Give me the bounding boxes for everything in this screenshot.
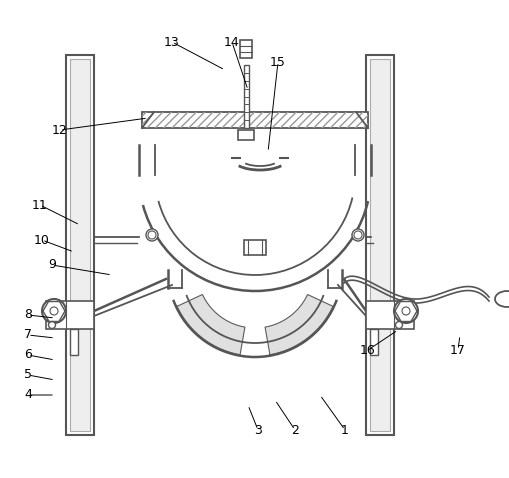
Bar xyxy=(369,59,389,431)
Circle shape xyxy=(48,322,55,328)
Circle shape xyxy=(146,229,158,241)
Text: 13: 13 xyxy=(164,35,180,48)
Text: 9: 9 xyxy=(48,259,56,272)
Text: 5: 5 xyxy=(24,369,32,381)
Text: 10: 10 xyxy=(34,233,50,247)
Polygon shape xyxy=(177,294,244,355)
Text: 1: 1 xyxy=(341,424,348,436)
Text: 14: 14 xyxy=(223,35,239,48)
Bar xyxy=(238,130,253,140)
Text: 3: 3 xyxy=(253,424,262,436)
Text: 17: 17 xyxy=(449,344,465,357)
Bar xyxy=(46,301,94,329)
Text: 4: 4 xyxy=(24,389,32,402)
Text: 8: 8 xyxy=(24,308,32,322)
Circle shape xyxy=(393,299,417,323)
Bar xyxy=(243,240,266,255)
Circle shape xyxy=(401,307,409,315)
Bar xyxy=(240,40,251,58)
Bar xyxy=(365,301,413,329)
Text: 6: 6 xyxy=(24,348,32,361)
Bar xyxy=(365,55,393,435)
Text: 16: 16 xyxy=(359,344,375,357)
Text: 12: 12 xyxy=(52,123,68,137)
Text: 15: 15 xyxy=(270,55,286,68)
Polygon shape xyxy=(265,294,332,355)
Circle shape xyxy=(50,307,58,315)
Text: 2: 2 xyxy=(291,424,298,436)
Text: 11: 11 xyxy=(32,198,48,211)
Bar xyxy=(70,59,90,431)
Bar xyxy=(369,329,377,355)
Bar xyxy=(70,329,78,355)
Bar xyxy=(142,112,367,128)
Text: 7: 7 xyxy=(24,328,32,341)
Circle shape xyxy=(351,229,363,241)
Circle shape xyxy=(42,299,66,323)
Circle shape xyxy=(394,322,402,328)
Bar xyxy=(142,112,367,128)
Bar xyxy=(66,55,94,435)
Bar xyxy=(243,65,248,128)
Ellipse shape xyxy=(494,291,509,307)
